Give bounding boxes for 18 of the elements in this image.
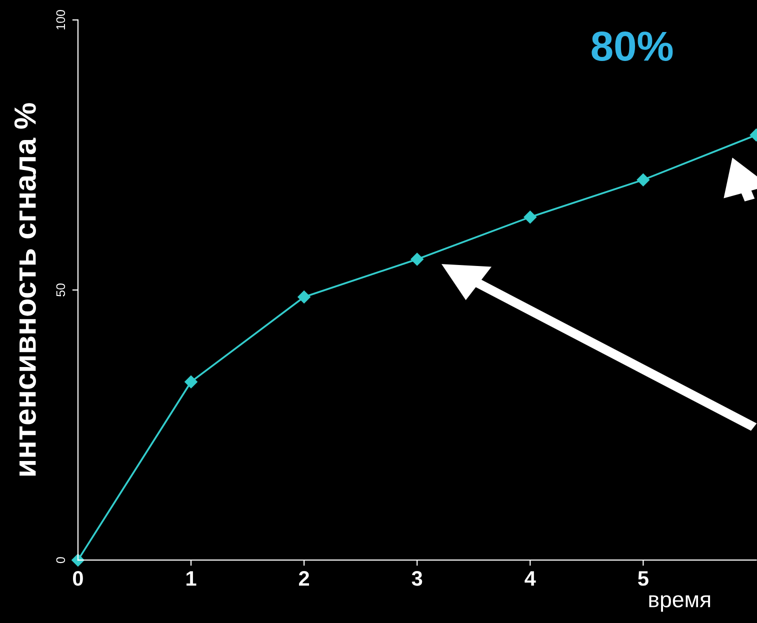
point [410, 252, 424, 266]
x-axis-title: время [649, 595, 710, 612]
x-tick-label: 5 [638, 571, 648, 586]
x-tick-label: 0 [73, 571, 83, 586]
x-tick-label: 1 [186, 571, 196, 586]
y-axis-title: интенсивность сгнала % [14, 103, 36, 476]
x-tick-label: 2 [298, 571, 310, 586]
point [184, 375, 198, 388]
point [524, 210, 537, 224]
y-tick-label: 0 [56, 557, 66, 564]
y-tick-label: 100 [56, 10, 66, 30]
point [636, 173, 650, 186]
point [72, 554, 84, 566]
x-tick-label: 3 [412, 571, 422, 586]
annotation: 80% [592, 32, 673, 62]
y-tick-label: 50 [56, 284, 66, 296]
x-tick-label: 4 [524, 571, 536, 586]
point [298, 290, 310, 304]
